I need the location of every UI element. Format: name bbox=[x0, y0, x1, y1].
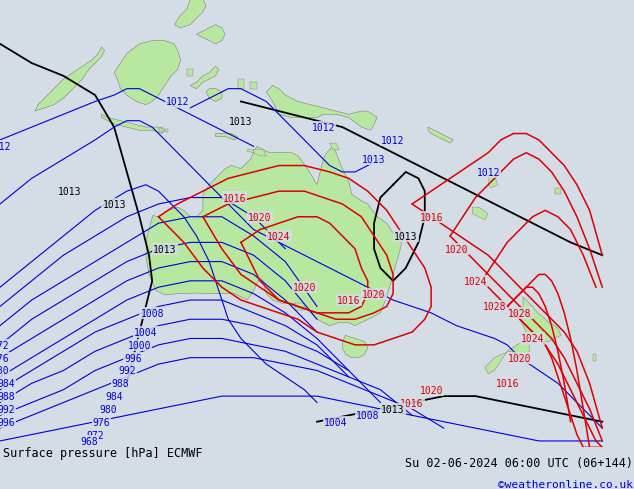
Polygon shape bbox=[250, 83, 257, 89]
Text: 972: 972 bbox=[0, 340, 9, 350]
Text: 1013: 1013 bbox=[153, 244, 177, 254]
Polygon shape bbox=[101, 115, 165, 134]
Text: 1028: 1028 bbox=[508, 308, 532, 318]
Polygon shape bbox=[342, 335, 368, 358]
Text: 980: 980 bbox=[99, 404, 117, 414]
Polygon shape bbox=[266, 86, 377, 131]
Text: 1008: 1008 bbox=[140, 308, 164, 318]
Text: 988: 988 bbox=[112, 378, 129, 388]
Polygon shape bbox=[158, 129, 162, 133]
Polygon shape bbox=[216, 134, 238, 141]
Polygon shape bbox=[520, 297, 561, 342]
Text: 1016: 1016 bbox=[223, 193, 247, 203]
Polygon shape bbox=[35, 48, 105, 112]
Text: Surface pressure [hPa] ECMWF: Surface pressure [hPa] ECMWF bbox=[3, 446, 203, 459]
Text: 976: 976 bbox=[0, 353, 9, 363]
Text: 1016: 1016 bbox=[495, 378, 519, 388]
Text: 1012: 1012 bbox=[165, 97, 190, 107]
Text: 1008: 1008 bbox=[356, 410, 380, 421]
Text: 1016: 1016 bbox=[400, 398, 424, 408]
Text: 992: 992 bbox=[118, 366, 136, 376]
Text: 1012: 1012 bbox=[476, 168, 500, 178]
Polygon shape bbox=[247, 150, 254, 154]
Text: 1013: 1013 bbox=[102, 200, 126, 209]
Polygon shape bbox=[488, 176, 498, 189]
Polygon shape bbox=[187, 70, 193, 77]
Polygon shape bbox=[114, 42, 181, 106]
Text: 1000: 1000 bbox=[127, 340, 152, 350]
Polygon shape bbox=[555, 189, 561, 195]
Text: 1028: 1028 bbox=[482, 302, 507, 312]
Text: 996: 996 bbox=[0, 417, 15, 427]
Text: 1013: 1013 bbox=[394, 231, 418, 242]
Text: 1020: 1020 bbox=[362, 289, 386, 299]
Text: 1012: 1012 bbox=[0, 142, 12, 152]
Text: 972: 972 bbox=[86, 430, 104, 440]
Text: 980: 980 bbox=[0, 366, 9, 376]
Text: 1012: 1012 bbox=[381, 135, 405, 146]
Polygon shape bbox=[197, 25, 225, 45]
Polygon shape bbox=[174, 0, 206, 29]
Text: 1020: 1020 bbox=[292, 283, 316, 292]
Text: 1013: 1013 bbox=[58, 187, 82, 197]
Text: 996: 996 bbox=[124, 353, 142, 363]
Text: 1024: 1024 bbox=[463, 276, 488, 286]
Text: 1016: 1016 bbox=[419, 212, 443, 222]
Text: ©weatheronline.co.uk: ©weatheronline.co.uk bbox=[498, 479, 633, 489]
Text: 1012: 1012 bbox=[311, 123, 335, 133]
Polygon shape bbox=[190, 67, 219, 89]
Polygon shape bbox=[295, 304, 304, 310]
Text: 1020: 1020 bbox=[444, 244, 469, 254]
Text: 1024: 1024 bbox=[267, 231, 291, 242]
Polygon shape bbox=[428, 128, 453, 144]
Text: 976: 976 bbox=[93, 417, 110, 427]
Text: 1013: 1013 bbox=[362, 155, 386, 165]
Text: 984: 984 bbox=[105, 391, 123, 401]
Text: 1024: 1024 bbox=[521, 334, 545, 344]
Text: Su 02-06-2024 06:00 UTC (06+144): Su 02-06-2024 06:00 UTC (06+144) bbox=[404, 456, 633, 468]
Text: 1016: 1016 bbox=[337, 295, 361, 306]
Text: 1020: 1020 bbox=[508, 353, 532, 363]
Polygon shape bbox=[238, 80, 244, 89]
Polygon shape bbox=[472, 208, 488, 221]
Polygon shape bbox=[146, 147, 403, 326]
Text: 1020: 1020 bbox=[419, 385, 443, 395]
Text: 1004: 1004 bbox=[134, 328, 158, 337]
Polygon shape bbox=[485, 342, 529, 374]
Polygon shape bbox=[165, 130, 168, 133]
Text: 1004: 1004 bbox=[324, 417, 348, 427]
Polygon shape bbox=[254, 150, 266, 156]
Text: 992: 992 bbox=[0, 404, 15, 414]
Polygon shape bbox=[330, 144, 339, 150]
Polygon shape bbox=[206, 89, 222, 102]
Polygon shape bbox=[593, 355, 596, 361]
Text: 1013: 1013 bbox=[229, 116, 253, 127]
Text: 968: 968 bbox=[80, 436, 98, 446]
Text: 1013: 1013 bbox=[381, 404, 405, 414]
Text: 1020: 1020 bbox=[248, 212, 272, 222]
Text: 988: 988 bbox=[0, 391, 15, 401]
Text: 984: 984 bbox=[0, 378, 15, 388]
